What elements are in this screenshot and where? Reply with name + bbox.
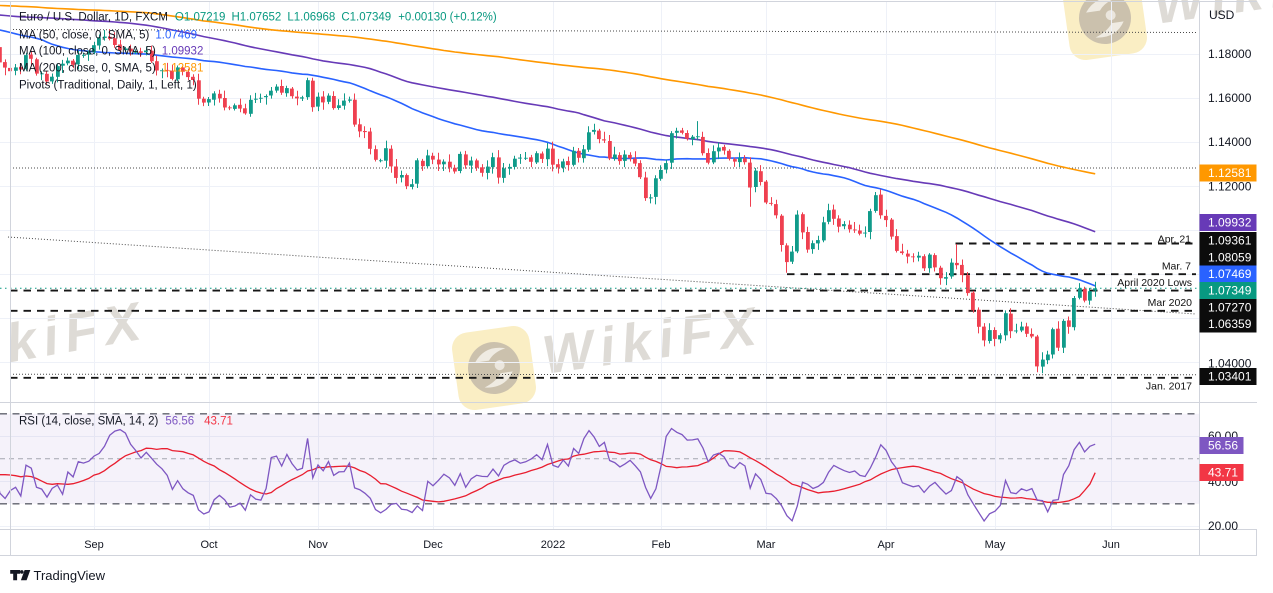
svg-text:1.07469: 1.07469: [1208, 267, 1252, 281]
svg-text:Jun: Jun: [1102, 539, 1120, 551]
svg-text:1.08059: 1.08059: [1208, 251, 1252, 265]
svg-text:1.18000: 1.18000: [1208, 47, 1252, 61]
svg-text:1.04000: 1.04000: [1208, 357, 1252, 371]
svg-text:Mar. 7: Mar. 7: [1162, 261, 1191, 273]
svg-text:Dec: Dec: [423, 539, 443, 551]
svg-text:56.56: 56.56: [1208, 439, 1238, 453]
svg-text:20.00: 20.00: [1208, 519, 1238, 533]
svg-text:Nov: Nov: [308, 539, 328, 551]
svg-text:1.16000: 1.16000: [1208, 91, 1252, 105]
svg-text:1.07270: 1.07270: [1208, 301, 1252, 315]
svg-text:Apr: Apr: [877, 539, 894, 551]
svg-text:MA (200, close, 0, SMA, 5)1.12: MA (200, close, 0, SMA, 5) 1.12581: [19, 63, 203, 75]
svg-text:1.09361: 1.09361: [1208, 234, 1252, 248]
svg-text:Oct: Oct: [200, 539, 217, 551]
svg-text:1.03401: 1.03401: [1208, 370, 1252, 384]
svg-text:Mar 2020: Mar 2020: [1148, 297, 1193, 309]
svg-text:1.14000: 1.14000: [1208, 135, 1252, 149]
svg-text:TradingView: TradingView: [34, 568, 106, 583]
svg-text:Sep: Sep: [84, 539, 104, 551]
svg-text:1.09932: 1.09932: [1208, 216, 1252, 230]
svg-text:43.71: 43.71: [1208, 466, 1238, 480]
svg-text:Pivots (Traditional, Daily, 1,: Pivots (Traditional, Daily, 1, Left, 1): [19, 80, 197, 92]
svg-text:Mar: Mar: [757, 539, 776, 551]
svg-text:USD: USD: [1209, 8, 1235, 22]
svg-text:1.06359: 1.06359: [1208, 317, 1252, 331]
svg-text:1.07349: 1.07349: [1208, 284, 1252, 298]
svg-text:1.12581: 1.12581: [1208, 166, 1252, 180]
svg-text:April 2020 Lows: April 2020 Lows: [1117, 277, 1192, 289]
svg-text:MA (100, close, 0, SMA, 5)1.09: MA (100, close, 0, SMA, 5) 1.09932: [19, 46, 203, 58]
svg-text:2022: 2022: [541, 539, 565, 551]
svg-text:1.12000: 1.12000: [1208, 180, 1252, 194]
svg-text:Jan. 2017: Jan. 2017: [1146, 381, 1192, 393]
svg-text:RSI (14, close, SMA, 14, 2)56.: RSI (14, close, SMA, 14, 2) 56.56 43.71: [19, 416, 233, 428]
svg-text:MA (50, close, 0, SMA, 5)1.074: MA (50, close, 0, SMA, 5) 1.07469: [19, 30, 197, 42]
svg-text:Feb: Feb: [652, 539, 671, 551]
svg-text:Apr. 21: Apr. 21: [1158, 234, 1191, 246]
svg-text:May: May: [985, 539, 1006, 551]
